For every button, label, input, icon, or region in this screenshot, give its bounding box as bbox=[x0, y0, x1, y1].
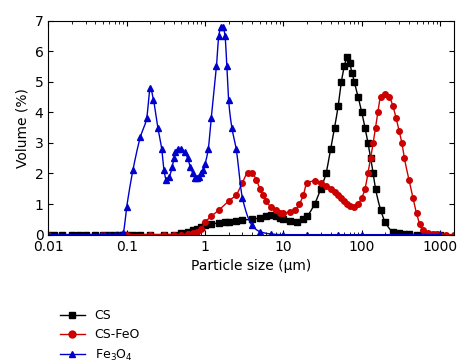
Y-axis label: Volume (%): Volume (%) bbox=[15, 88, 29, 168]
Legend: CS, CS-FeO, Fe$_3$O$_4$: CS, CS-FeO, Fe$_3$O$_4$ bbox=[55, 304, 145, 361]
X-axis label: Particle size (μm): Particle size (μm) bbox=[191, 259, 311, 273]
